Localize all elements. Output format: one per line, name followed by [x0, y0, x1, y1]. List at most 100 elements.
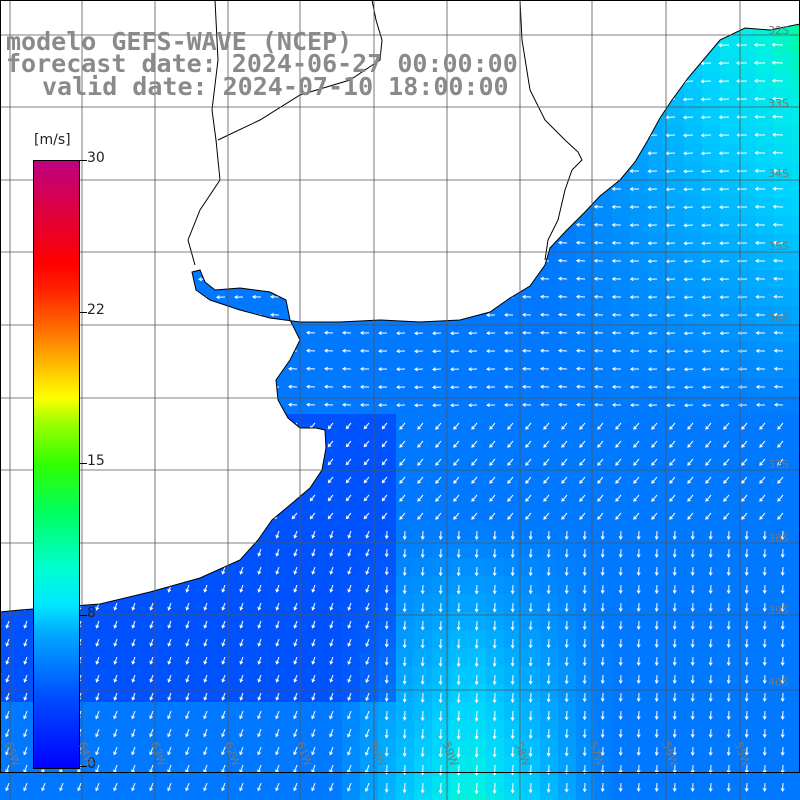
- wind-cell: [450, 144, 469, 163]
- wind-arrow-head: [273, 497, 278, 502]
- wind-arrow-head: [165, 443, 170, 448]
- wind-arrow: [309, 440, 316, 447]
- wind-cell: [72, 0, 91, 19]
- wind-cell: [684, 24, 703, 37]
- wind-arrow-head: [593, 186, 598, 191]
- wind-arrow: [168, 530, 172, 538]
- wind-arrow-head: [0, 168, 4, 173]
- wind-arrow-head: [360, 150, 364, 155]
- wind-cell: [504, 378, 523, 397]
- wind-cell: [432, 216, 451, 235]
- wind-cell: [486, 144, 505, 163]
- wind-cell: [720, 180, 739, 199]
- wind-arrow: [237, 440, 244, 447]
- wind-cell: [198, 198, 217, 217]
- wind-arrow-head: [255, 425, 260, 430]
- wind-cell: [306, 162, 325, 181]
- wind-arrow-head: [144, 133, 148, 138]
- wind-cell: [378, 234, 397, 253]
- wind-arrow: [240, 548, 244, 556]
- wind-arrow-head: [646, 79, 651, 84]
- wind-cell: [126, 396, 145, 415]
- wind-arrow-head: [252, 204, 256, 209]
- wind-cell: [396, 378, 415, 397]
- wind-cell: [774, 396, 793, 415]
- wind-arrow-head: [144, 223, 148, 228]
- wind-cell: [594, 54, 613, 73]
- wind-cell: [774, 270, 793, 289]
- wind-cell: [684, 324, 703, 343]
- wind-arrow-head: [234, 349, 238, 354]
- wind-arrow-head: [180, 151, 184, 156]
- wind-cell: [180, 198, 199, 217]
- wind-arrow-head: [611, 114, 616, 119]
- wind-cell: [306, 288, 325, 307]
- wind-cell: [522, 324, 541, 343]
- wind-arrow-head: [180, 115, 184, 120]
- wind-cell: [180, 162, 199, 181]
- wind-arrow-head: [108, 114, 112, 119]
- wind-arrow-head: [540, 204, 544, 209]
- wind-arrow-head: [93, 515, 98, 520]
- wind-arrow: [150, 566, 154, 574]
- wind-cell: [612, 198, 631, 217]
- wind-cell: [414, 144, 433, 163]
- wind-cell: [648, 234, 667, 253]
- wind-cell: [0, 162, 19, 181]
- wind-cell: [216, 486, 235, 505]
- wind-cell: [90, 432, 109, 451]
- wind-arrow-head: [306, 276, 310, 281]
- wind-cell: [630, 360, 649, 379]
- wind-cell: [792, 468, 800, 487]
- wind-arrow-head: [540, 60, 544, 65]
- wind-cell: [432, 24, 451, 37]
- wind-arrow-head: [360, 276, 364, 281]
- wind-arrow-head: [144, 115, 148, 120]
- wind-arrow-head: [93, 443, 98, 448]
- wind-cell: [216, 432, 235, 451]
- wind-arrow-head: [504, 42, 508, 47]
- wind-cell: [666, 108, 685, 127]
- wind-arrow-head: [144, 205, 148, 210]
- wind-cell: [144, 792, 163, 800]
- wind-arrow: [96, 548, 100, 556]
- wind-cell: [612, 234, 631, 253]
- wind-cell: [774, 342, 793, 361]
- wind-arrow-head: [252, 150, 256, 155]
- wind-cell: [720, 108, 739, 127]
- wind-arrow-head: [414, 133, 418, 138]
- wind-cell: [270, 108, 289, 127]
- wind-cell: [126, 306, 145, 325]
- wind-cell: [468, 360, 487, 379]
- wind-arrow-head: [378, 115, 382, 120]
- wind-cell: [522, 378, 541, 397]
- wind-cell: [594, 180, 613, 199]
- wind-cell: [738, 108, 757, 127]
- wind-arrow-head: [0, 330, 4, 335]
- wind-arrow-head: [505, 7, 508, 10]
- wind-arrow-head: [486, 223, 490, 228]
- wind-arrow: [237, 422, 244, 429]
- wind-arrow-head: [90, 204, 94, 209]
- wind-arrow: [24, 530, 28, 538]
- wind-arrow-head: [540, 240, 544, 245]
- wind-arrow-head: [3, 443, 8, 448]
- wind-cell: [252, 0, 271, 19]
- wind-cell: [378, 288, 397, 307]
- wind-cell: [126, 414, 145, 433]
- wind-cell: [90, 234, 109, 253]
- wind-arrow-head: [270, 240, 274, 245]
- wind-arrow-head: [0, 42, 4, 47]
- wind-cell: [252, 504, 271, 523]
- wind-arrow-head: [162, 295, 166, 300]
- wind-arrow-head: [0, 276, 4, 281]
- wind-cell: [162, 126, 181, 145]
- wind-arrow-head: [271, 7, 274, 10]
- wind-cell: [198, 396, 217, 415]
- wind-cell: [720, 342, 739, 361]
- wind-cell: [162, 576, 181, 595]
- wind-cell: [702, 162, 721, 181]
- wind-cell: [306, 252, 325, 271]
- wind-arrow-head: [95, 588, 100, 593]
- wind-cell: [0, 324, 19, 343]
